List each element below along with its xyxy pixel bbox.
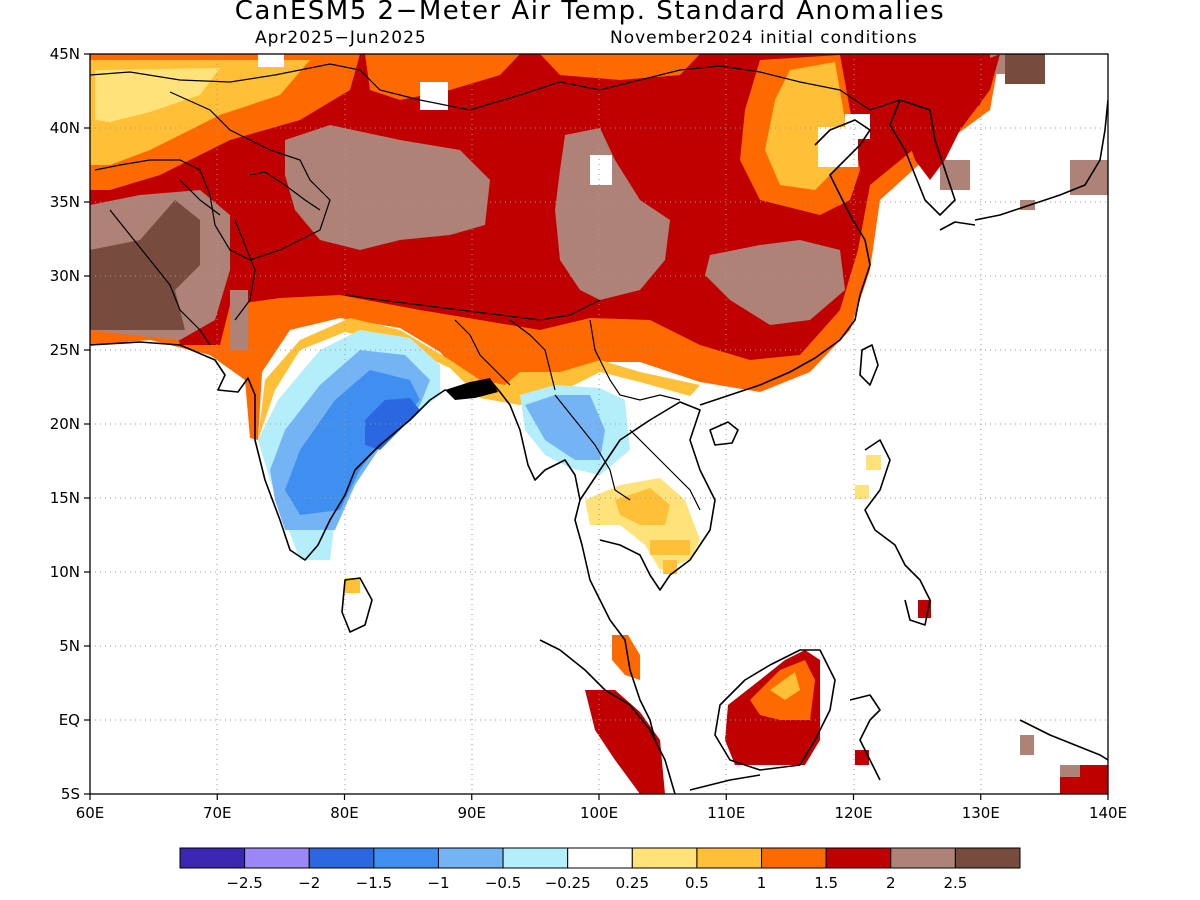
legend-label: 2.5 bbox=[943, 874, 967, 892]
legend-swatch bbox=[437, 847, 504, 869]
malaya-orange bbox=[612, 635, 640, 680]
legend-label: −0.5 bbox=[485, 874, 521, 892]
initial-conditions: November2024 initial conditions bbox=[610, 28, 918, 48]
tibet-tan bbox=[285, 125, 490, 250]
x-tick-label: 100E bbox=[580, 804, 618, 822]
south-china-tan bbox=[705, 240, 845, 325]
legend-swatch bbox=[761, 847, 827, 869]
myanmar-cold-light bbox=[525, 395, 605, 460]
y-tick-label: 5N bbox=[59, 637, 80, 655]
legend-label: −0.25 bbox=[545, 874, 591, 892]
x-tick-label: 60E bbox=[76, 804, 105, 822]
y-tick-label: 20N bbox=[50, 415, 80, 433]
y-tick-label: 30N bbox=[50, 267, 80, 285]
legend-swatch bbox=[890, 847, 956, 869]
sumatra-red bbox=[585, 690, 665, 794]
legend-label: −1 bbox=[427, 874, 449, 892]
y-tick-label: 15N bbox=[50, 489, 80, 507]
qinghai-tan bbox=[555, 128, 670, 300]
legend-swatch bbox=[567, 847, 633, 869]
y-tick-label: EQ bbox=[59, 711, 80, 729]
legend-swatch bbox=[825, 847, 892, 869]
legend-swatch bbox=[244, 847, 310, 869]
x-tick-label: 120E bbox=[834, 804, 872, 822]
forecast-period: Apr2025−Jun2025 bbox=[255, 28, 427, 48]
y-tick-label: 5S bbox=[61, 785, 80, 803]
legend-swatch bbox=[373, 847, 439, 869]
borneo-yellow bbox=[770, 672, 800, 700]
x-tick-label: 140E bbox=[1089, 804, 1127, 822]
x-tick-label: 90E bbox=[457, 804, 486, 822]
korea-red bbox=[905, 54, 1000, 180]
legend-swatch bbox=[308, 847, 375, 869]
india-cold-strong bbox=[365, 398, 420, 450]
legend-swatch bbox=[179, 847, 246, 869]
chart-title: CanESM5 2−Meter Air Temp. Standard Anoma… bbox=[234, 0, 946, 26]
y-tick-label: 10N bbox=[50, 563, 80, 581]
borders bbox=[90, 63, 901, 511]
y-tick-label: 45N bbox=[50, 45, 80, 63]
x-tick-label: 130E bbox=[962, 804, 1000, 822]
anomaly-field bbox=[90, 54, 1108, 794]
x-tick-label: 110E bbox=[707, 804, 745, 822]
indochina-orange bbox=[615, 488, 670, 525]
y-tick-label: 25N bbox=[50, 341, 80, 359]
x-tick-label: 80E bbox=[330, 804, 359, 822]
legend-label: 1.5 bbox=[814, 874, 838, 892]
mongolia-orange bbox=[365, 54, 520, 100]
gridlines bbox=[90, 54, 1108, 794]
mongolia-orange-2 bbox=[540, 54, 700, 80]
legend-label: 1 bbox=[757, 874, 767, 892]
delta-coast bbox=[445, 378, 498, 400]
legend-label: −2 bbox=[298, 874, 320, 892]
legend-swatch bbox=[502, 847, 569, 869]
legend-swatch bbox=[631, 847, 698, 869]
legend-label: 0.5 bbox=[685, 874, 709, 892]
y-tick-label: 40N bbox=[50, 119, 80, 137]
legend-label: −1.5 bbox=[356, 874, 392, 892]
legend-label: 0.25 bbox=[616, 874, 649, 892]
iran-brown bbox=[90, 200, 200, 330]
x-tick-label: 70E bbox=[203, 804, 232, 822]
color-legend bbox=[179, 847, 1021, 869]
y-tick-label: 35N bbox=[50, 193, 80, 211]
legend-swatch bbox=[696, 847, 763, 869]
legend-label: −2.5 bbox=[226, 874, 262, 892]
legend-swatch bbox=[954, 847, 1021, 869]
legend-label: 2 bbox=[886, 874, 896, 892]
kazakh-pale bbox=[95, 68, 220, 122]
